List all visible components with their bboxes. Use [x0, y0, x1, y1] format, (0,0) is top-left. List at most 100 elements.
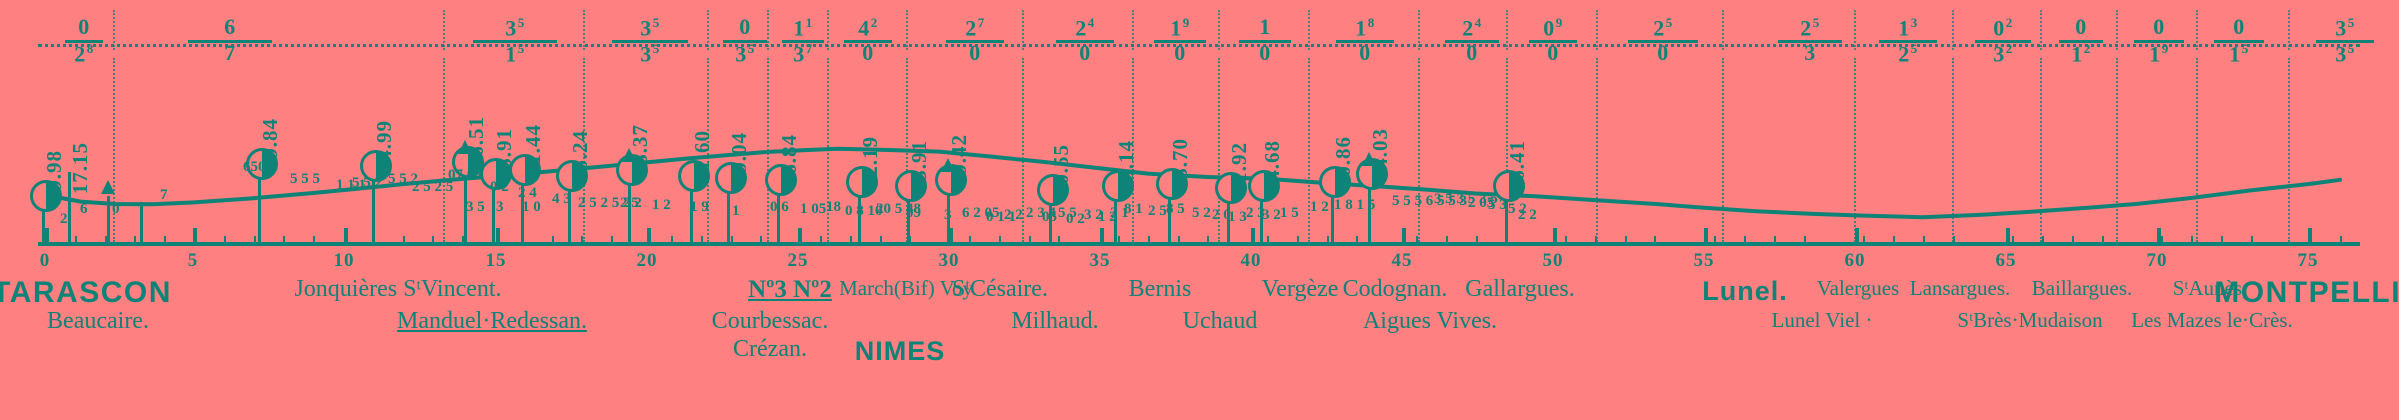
- station-name-label[interactable]: Courbessac.: [711, 308, 829, 334]
- station-name-label[interactable]: SᵗAunès,: [2172, 276, 2248, 300]
- slope-micro-label: 2 3: [1246, 205, 1265, 221]
- station-marker[interactable]: 34.03: [1355, 128, 1392, 242]
- km-minor-tick: [1505, 236, 1508, 242]
- station-name-label[interactable]: TARASCON: [0, 276, 172, 309]
- station-pole: [106, 196, 110, 242]
- gradient-denominator: 0: [1657, 40, 1669, 65]
- slope-micro-label: 1 1 1: [336, 177, 366, 193]
- station-marker[interactable]: 19.98: [29, 150, 66, 242]
- station-marker[interactable]: 19.42: [934, 134, 971, 242]
- station-marker[interactable]: 21.92: [1214, 142, 1251, 242]
- station-name-label[interactable]: Manduel·Redessan.: [397, 308, 587, 334]
- station-name-label[interactable]: Aigues Vives.: [1362, 308, 1498, 334]
- station-name-label[interactable]: Gallargues.: [1465, 276, 1575, 302]
- station-name-label[interactable]: SᵗBrès·Mudaison: [1957, 308, 2103, 332]
- station-marker[interactable]: 46.51: [451, 116, 488, 242]
- station-name-label[interactable]: Baillargues.: [2031, 276, 2133, 300]
- station-name-label[interactable]: Uchaud: [1182, 308, 1258, 334]
- dropline: [707, 58, 709, 242]
- station-name-label[interactable]: March(Bif) Voy.: [839, 276, 977, 300]
- km-minor-tick: [521, 236, 524, 242]
- km-tick-label: 40: [1240, 250, 1262, 271]
- station-name-label[interactable]: Lunel.: [1702, 276, 1788, 306]
- station-altitude-label: 38.37: [627, 123, 652, 176]
- station-marker[interactable]: 26.41: [1492, 140, 1529, 242]
- station-name-label[interactable]: NIMES: [854, 336, 946, 366]
- station-name-label[interactable]: Lansargues.: [1909, 276, 2011, 300]
- km-tick: [647, 228, 651, 242]
- station-marker[interactable]: [100, 180, 115, 242]
- km-minor-tick: [402, 236, 405, 242]
- station-marker[interactable]: 10.55: [1036, 144, 1073, 242]
- station-name-label[interactable]: Vergèze: [1261, 276, 1339, 302]
- station-marker[interactable]: 38.37: [615, 124, 652, 242]
- km-tick: [1704, 228, 1708, 242]
- gradient-numerator: 27: [965, 15, 985, 41]
- station-name-label[interactable]: Les Mazes le·Crès.: [2131, 308, 2293, 332]
- station-name-label[interactable]: Jonquières SᵗVincent.: [294, 276, 502, 302]
- station-half-circle-icon: [1247, 170, 1280, 202]
- dropline: [2040, 58, 2042, 242]
- km-minor-tick: [313, 236, 316, 242]
- station-name-label[interactable]: Bernis: [1128, 276, 1192, 302]
- slope-micro-label: 1 8 1 5: [1334, 197, 1376, 213]
- junction-arrow-icon: [1361, 152, 1376, 166]
- station-name-label[interactable]: Valergues: [1816, 276, 1900, 300]
- gradient-numerator: 25: [1653, 15, 1673, 41]
- km-minor-tick: [1147, 236, 1150, 242]
- station-pole: [567, 170, 571, 242]
- gradient-cell: 35 35: [590, 8, 710, 65]
- km-tick: [344, 228, 348, 242]
- station-marker[interactable]: 24.68: [1247, 140, 1284, 242]
- station-half-circle-icon: [245, 148, 278, 180]
- gradient-denominator: 28: [74, 41, 94, 67]
- km-minor-tick: [1892, 236, 1895, 242]
- gradient-fraction-bar: [1445, 40, 1499, 43]
- slope-micro-label: 2 5 2 5 2 2: [578, 195, 642, 211]
- km-minor-tick: [2340, 236, 2342, 242]
- gradient-separator: [1722, 10, 1724, 50]
- station-marker[interactable]: 26.84: [764, 134, 801, 242]
- slope-micro-label: 1 05: [800, 201, 827, 217]
- km-minor-tick: [2220, 236, 2223, 242]
- station-marker[interactable]: 29.04: [714, 132, 751, 242]
- station-marker[interactable]: 30.86: [1318, 136, 1355, 242]
- station-marker[interactable]: 51.44: [508, 124, 545, 242]
- station-half-circle-icon: [1492, 170, 1525, 202]
- station-marker[interactable]: 17.15: [67, 142, 92, 242]
- station-marker[interactable]: 31.60: [677, 130, 714, 242]
- station-marker[interactable]: 54.99: [359, 120, 396, 242]
- station-name-label[interactable]: SᵗCésaire.: [952, 276, 1048, 302]
- junction-arrow-icon: [940, 158, 955, 172]
- station-marker[interactable]: 18.70: [1155, 138, 1192, 242]
- km-tick-label: 65: [1995, 250, 2017, 271]
- station-marker[interactable]: 59.84: [245, 118, 282, 242]
- km-minor-tick: [1922, 236, 1925, 242]
- station-name-label[interactable]: Lunel Viel ·: [1771, 308, 1873, 332]
- station-marker[interactable]: 15.14: [1101, 140, 1138, 242]
- station-marker[interactable]: 48.91: [479, 128, 516, 242]
- station-half-circle-icon: [714, 162, 747, 194]
- gradient-fraction-bar: [611, 40, 689, 43]
- station-name-label[interactable]: Crézan.: [733, 336, 807, 362]
- station-marker[interactable]: 46.24: [555, 130, 592, 242]
- station-name-label[interactable]: MONTPELLIER: [2214, 276, 2399, 309]
- station-name-label[interactable]: Beaucaire.: [47, 308, 149, 334]
- station-marker[interactable]: 22.19: [845, 136, 882, 242]
- gradient-fraction-bar: [1154, 40, 1206, 43]
- gradient-fraction-bar: [2134, 40, 2184, 43]
- station-altitude-label: 10.55: [1048, 143, 1073, 196]
- station-pole: [257, 158, 261, 242]
- station-marker[interactable]: 13.91: [894, 140, 931, 242]
- station-altitude-label: 30.86: [1330, 135, 1355, 188]
- station-name-label[interactable]: Nº3 Nº2: [748, 276, 832, 303]
- km-minor-tick: [432, 236, 435, 242]
- station-marker[interactable]: [139, 202, 143, 242]
- station-name-label[interactable]: Codognan.: [1342, 276, 1448, 302]
- junction-arrow-icon: [457, 140, 472, 154]
- km-minor-tick: [1863, 236, 1866, 242]
- km-tick: [2308, 228, 2312, 242]
- gradient-cell: 35 15: [450, 8, 580, 65]
- station-name-label[interactable]: Milhaud.: [1011, 308, 1099, 334]
